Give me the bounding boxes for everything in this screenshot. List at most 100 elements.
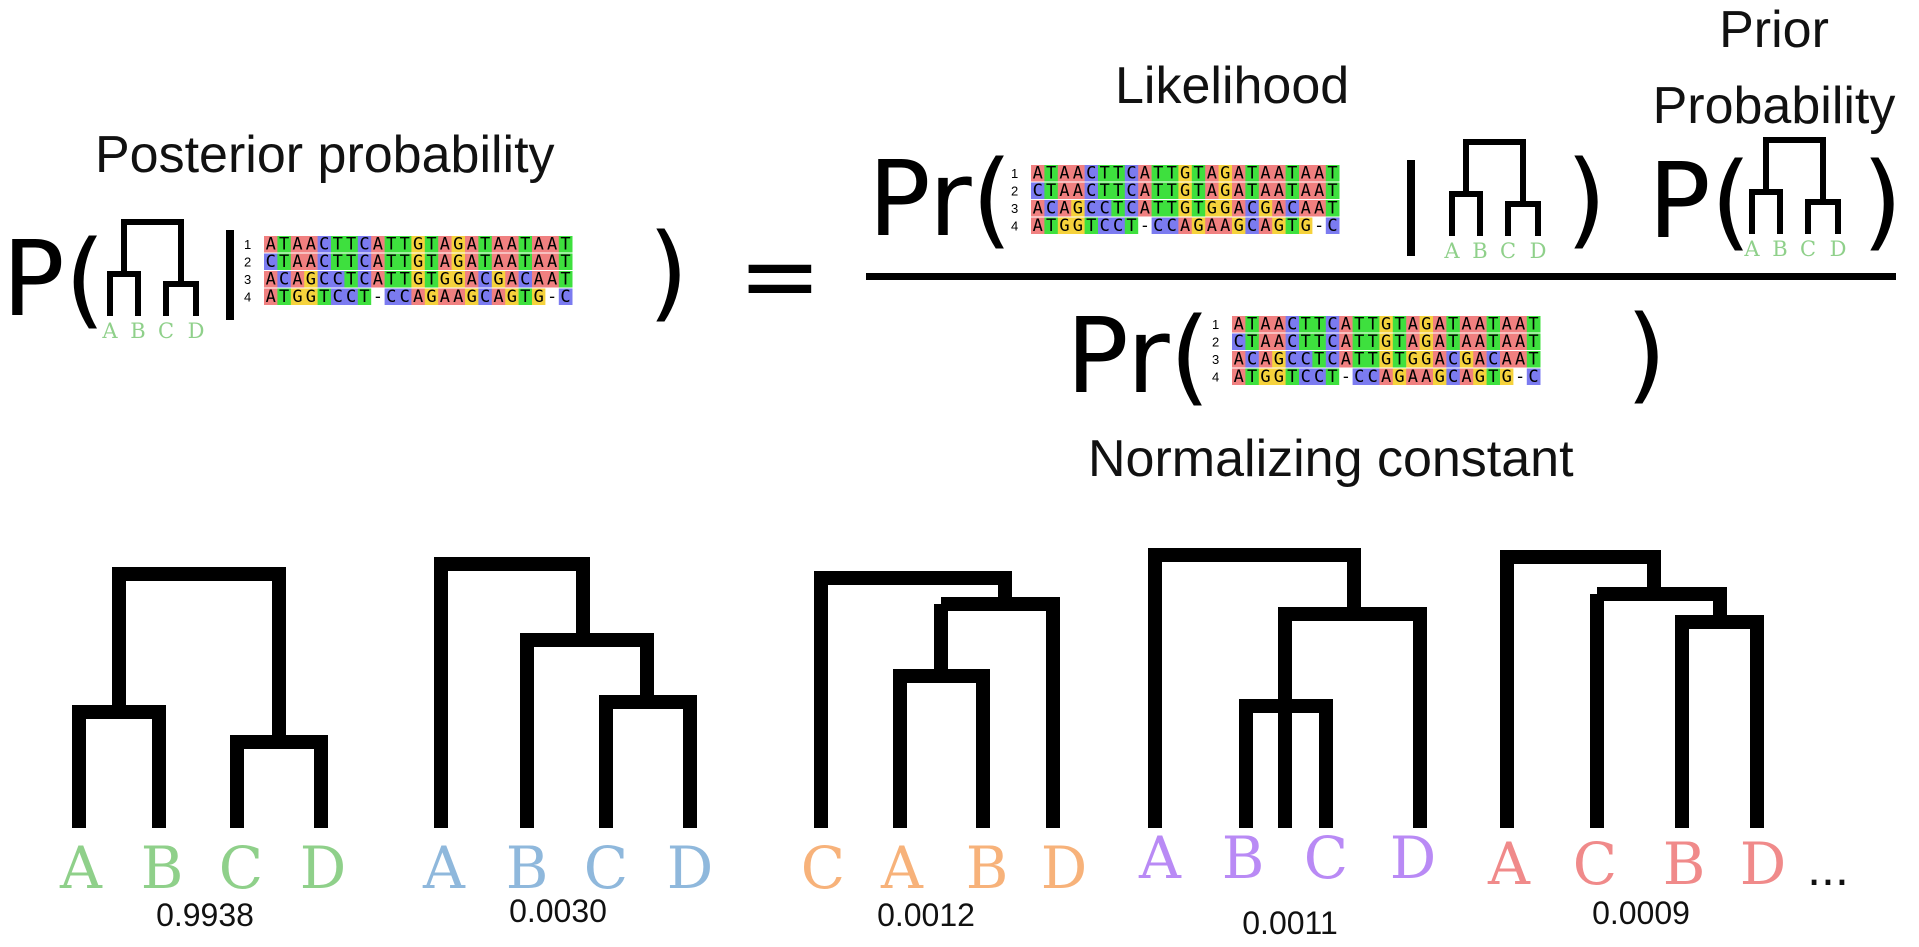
base-cell <box>1178 200 1193 217</box>
base-letter: A <box>1234 199 1244 219</box>
base-cell <box>1325 351 1340 368</box>
base-letter: G <box>306 270 316 290</box>
base-letter: T <box>1327 164 1337 184</box>
base-letter: C <box>1314 367 1324 387</box>
equals-sign: = <box>738 217 822 334</box>
base-cell <box>1325 333 1340 350</box>
prior-tree-branches <box>1749 137 1841 234</box>
base-letter: T <box>346 270 356 290</box>
base-letter: C <box>1247 350 1257 370</box>
tree-2-leaf-1: A <box>422 834 466 902</box>
base-letter: G <box>413 270 423 290</box>
base-letter: A <box>306 235 316 255</box>
base-letter: - <box>1140 216 1150 236</box>
base-cell <box>371 288 385 305</box>
base-cell <box>1500 333 1514 350</box>
base-cell <box>264 253 278 270</box>
posterior-close-paren: ) <box>648 211 689 333</box>
base-cell <box>1138 182 1152 199</box>
base-letter: G <box>1180 164 1190 184</box>
base-cell <box>1178 165 1193 182</box>
prior-p-symbol: P( <box>1648 140 1751 262</box>
base-cell <box>505 253 519 270</box>
base-letter: T <box>386 235 396 255</box>
base-letter: C <box>1100 199 1110 219</box>
posterior-alignment-row-1-number: 1 <box>244 237 251 252</box>
base-letter: T <box>1287 164 1297 184</box>
base-cell <box>1312 351 1327 368</box>
base-letter: A <box>1515 350 1525 370</box>
base-cell <box>1513 316 1528 333</box>
base-cell <box>1285 182 1300 199</box>
base-cell <box>478 288 493 305</box>
base-cell <box>1446 368 1461 385</box>
base-cell <box>1299 182 1313 199</box>
base-cell <box>1258 200 1273 217</box>
base-cell <box>384 253 399 270</box>
base-cell <box>532 271 546 288</box>
base-cell <box>1111 165 1126 182</box>
normalizing-alignment-row-2-number: 2 <box>1212 335 1219 350</box>
likelihood-close-paren: ) <box>1566 138 1607 260</box>
base-letter: C <box>1126 164 1136 184</box>
tree-4: A B C D 0.0011 <box>1138 548 1436 941</box>
prior-tree-leaf-4: D <box>1830 237 1847 261</box>
base-cell <box>1098 200 1112 217</box>
base-letter: C <box>560 287 570 307</box>
base-cell <box>1513 351 1528 368</box>
base-letter: A <box>507 252 517 272</box>
base-cell <box>277 236 292 253</box>
base-letter: G <box>1260 199 1270 219</box>
base-cell <box>424 253 439 270</box>
base-letter: C <box>1448 367 1458 387</box>
base-cell <box>465 253 479 270</box>
base-letter: T <box>400 270 410 290</box>
base-letter: T <box>520 235 530 255</box>
base-letter: A <box>1515 315 1525 335</box>
base-cell <box>1526 368 1541 385</box>
base-letter: G <box>413 235 423 255</box>
base-cell <box>558 253 573 270</box>
base-letter: T <box>1368 332 1378 352</box>
base-letter: A <box>1220 216 1230 236</box>
base-cell <box>1392 351 1407 368</box>
base-letter: A <box>507 235 517 255</box>
base-letter: C <box>346 287 356 307</box>
base-letter: A <box>1461 367 1471 387</box>
base-cell <box>290 271 305 288</box>
base-cell <box>1513 368 1528 385</box>
base-cell <box>1285 333 1300 350</box>
base-letter: T <box>1314 315 1324 335</box>
base-letter: A <box>547 270 557 290</box>
base-letter: G <box>453 252 463 272</box>
base-letter: A <box>1341 332 1351 352</box>
base-letter: G <box>453 235 463 255</box>
base-letter: - <box>373 287 383 307</box>
base-letter: A <box>1408 315 1418 335</box>
base-cell <box>1245 182 1260 199</box>
base-letter: T <box>1193 164 1203 184</box>
base-cell <box>545 271 560 288</box>
base-letter: T <box>1488 315 1498 335</box>
base-letter: T <box>1086 216 1096 236</box>
base-cell <box>1165 165 1179 182</box>
base-cell <box>465 236 479 253</box>
base-letter: G <box>292 287 302 307</box>
base-cell <box>1526 351 1541 368</box>
base-letter: A <box>547 235 557 255</box>
base-letter: A <box>1502 332 1512 352</box>
base-letter: T <box>1113 164 1123 184</box>
base-letter: G <box>1421 332 1431 352</box>
base-letter: A <box>1408 332 1418 352</box>
base-cell <box>1500 351 1514 368</box>
base-letter: A <box>1260 332 1270 352</box>
base-cell <box>1057 182 1072 199</box>
posterior-p-symbol: P( <box>2 218 105 340</box>
tree-4-leaf-1: A <box>1138 824 1182 892</box>
base-cell <box>1044 217 1059 234</box>
base-cell <box>478 236 493 253</box>
base-letter: G <box>1180 199 1190 219</box>
base-cell <box>317 288 332 305</box>
base-cell <box>1245 333 1260 350</box>
